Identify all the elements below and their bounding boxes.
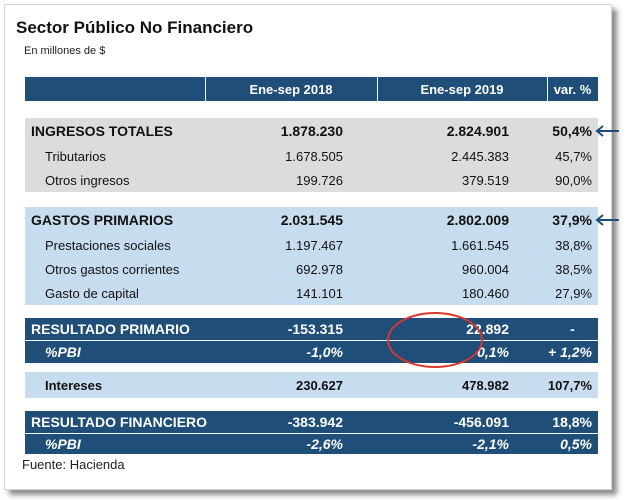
value-2018: 1.878.230 (280, 123, 343, 139)
row-label: %PBI (45, 436, 81, 452)
value-2019: 2.824.901 (446, 123, 509, 139)
table-row-resultado-financiero: RESULTADO FINANCIERO -383.942 -456.091 1… (25, 411, 598, 433)
value-var: 50,4% (552, 123, 592, 139)
value-2018: -2,6% (306, 436, 343, 452)
value-2018: 141.101 (296, 285, 343, 301)
value-var: 18,8% (552, 414, 592, 430)
source-note: Fuente: Hacienda (22, 457, 125, 472)
value-2018: 2.031.545 (280, 212, 343, 228)
value-2019: 960.004 (462, 261, 509, 277)
table-row-otros-ingresos: Otros ingresos 199.726 379.519 90,0% (25, 168, 598, 192)
row-label: Otros gastos corrientes (45, 261, 180, 277)
page-title: Sector Público No Financiero (16, 18, 254, 37)
value-var: 38,5% (555, 261, 592, 277)
value-2019: 180.460 (462, 285, 509, 301)
row-label: GASTOS PRIMARIOS (31, 212, 174, 228)
value-var: 38,8% (555, 237, 592, 253)
value-2018: 1.197.467 (285, 237, 343, 253)
table-row-pbi-primario: %PBI -1,0% 0,1% + 1,2% (25, 341, 598, 363)
table-row-gasto-de-capital: Gasto de capital 141.101 180.460 27,9% (25, 281, 598, 305)
table-row-ingresos-totales: INGRESOS TOTALES 1.878.230 2.824.901 50,… (25, 118, 598, 144)
table-row-intereses: Intereses 230.627 478.982 107,7% (25, 372, 598, 398)
row-label: Intereses (45, 377, 103, 393)
value-var: - (570, 321, 575, 337)
value-var: 107,7% (547, 377, 592, 393)
header-var: var. % (553, 81, 592, 97)
arrow-left-icon (595, 125, 619, 137)
table-row-pbi-financiero: %PBI -2,6% -2,1% 0,5% (25, 434, 598, 454)
value-var: + 1,2% (548, 344, 592, 360)
value-2019: 0,1% (477, 344, 509, 360)
row-label: Otros ingresos (45, 172, 130, 188)
header-divider (547, 77, 548, 101)
row-label: Tributarios (45, 148, 106, 164)
row-label: RESULTADO FINANCIERO (31, 414, 208, 430)
table-row-tributarios: Tributarios 1.678.505 2.445.383 45,7% (25, 144, 598, 168)
value-2018: 692.978 (296, 261, 343, 277)
table-row-gastos-primarios: GASTOS PRIMARIOS 2.031.545 2.802.009 37,… (25, 207, 598, 233)
value-2019: 478.982 (462, 377, 509, 393)
value-var: 45,7% (555, 148, 592, 164)
header-divider (377, 77, 378, 101)
page-subtitle: En millones de $ (24, 45, 106, 57)
value-2019: -2,1% (472, 436, 509, 452)
value-2019: -456.091 (453, 414, 509, 430)
value-2018: 230.627 (296, 377, 343, 393)
table-row-resultado-primario: RESULTADO PRIMARIO -153.315 22.892 - (25, 318, 598, 340)
arrow-left-icon (595, 214, 619, 226)
header-2019: Ene-sep 2019 (420, 81, 504, 97)
value-var: 0,5% (560, 436, 592, 452)
value-var: 90,0% (555, 172, 592, 188)
value-var: 27,9% (555, 285, 592, 301)
value-2019: 2.445.383 (451, 148, 509, 164)
value-2019: 2.802.009 (446, 212, 509, 228)
row-label: INGRESOS TOTALES (31, 123, 173, 139)
table-row-prestaciones-sociales: Prestaciones sociales 1.197.467 1.661.54… (25, 233, 598, 257)
header-2018: Ene-sep 2018 (249, 81, 333, 97)
value-2019: 379.519 (462, 172, 509, 188)
row-label: RESULTADO PRIMARIO (31, 321, 190, 337)
table-row-otros-gastos-corrientes: Otros gastos corrientes 692.978 960.004 … (25, 257, 598, 281)
value-2018: -383.942 (287, 414, 343, 430)
highlight-circle (387, 312, 483, 368)
value-2018: 1.678.505 (285, 148, 343, 164)
value-var: 37,9% (552, 212, 592, 228)
value-2018: -153.315 (287, 321, 343, 337)
row-label: %PBI (45, 344, 81, 360)
header-divider (205, 77, 206, 101)
table-header: Ene-sep 2018 Ene-sep 2019 var. % (25, 77, 598, 101)
value-2018: 199.726 (296, 172, 343, 188)
value-2019: 1.661.545 (451, 237, 509, 253)
row-label: Gasto de capital (45, 285, 139, 301)
value-2018: -1,0% (306, 344, 343, 360)
row-label: Prestaciones sociales (45, 237, 171, 253)
